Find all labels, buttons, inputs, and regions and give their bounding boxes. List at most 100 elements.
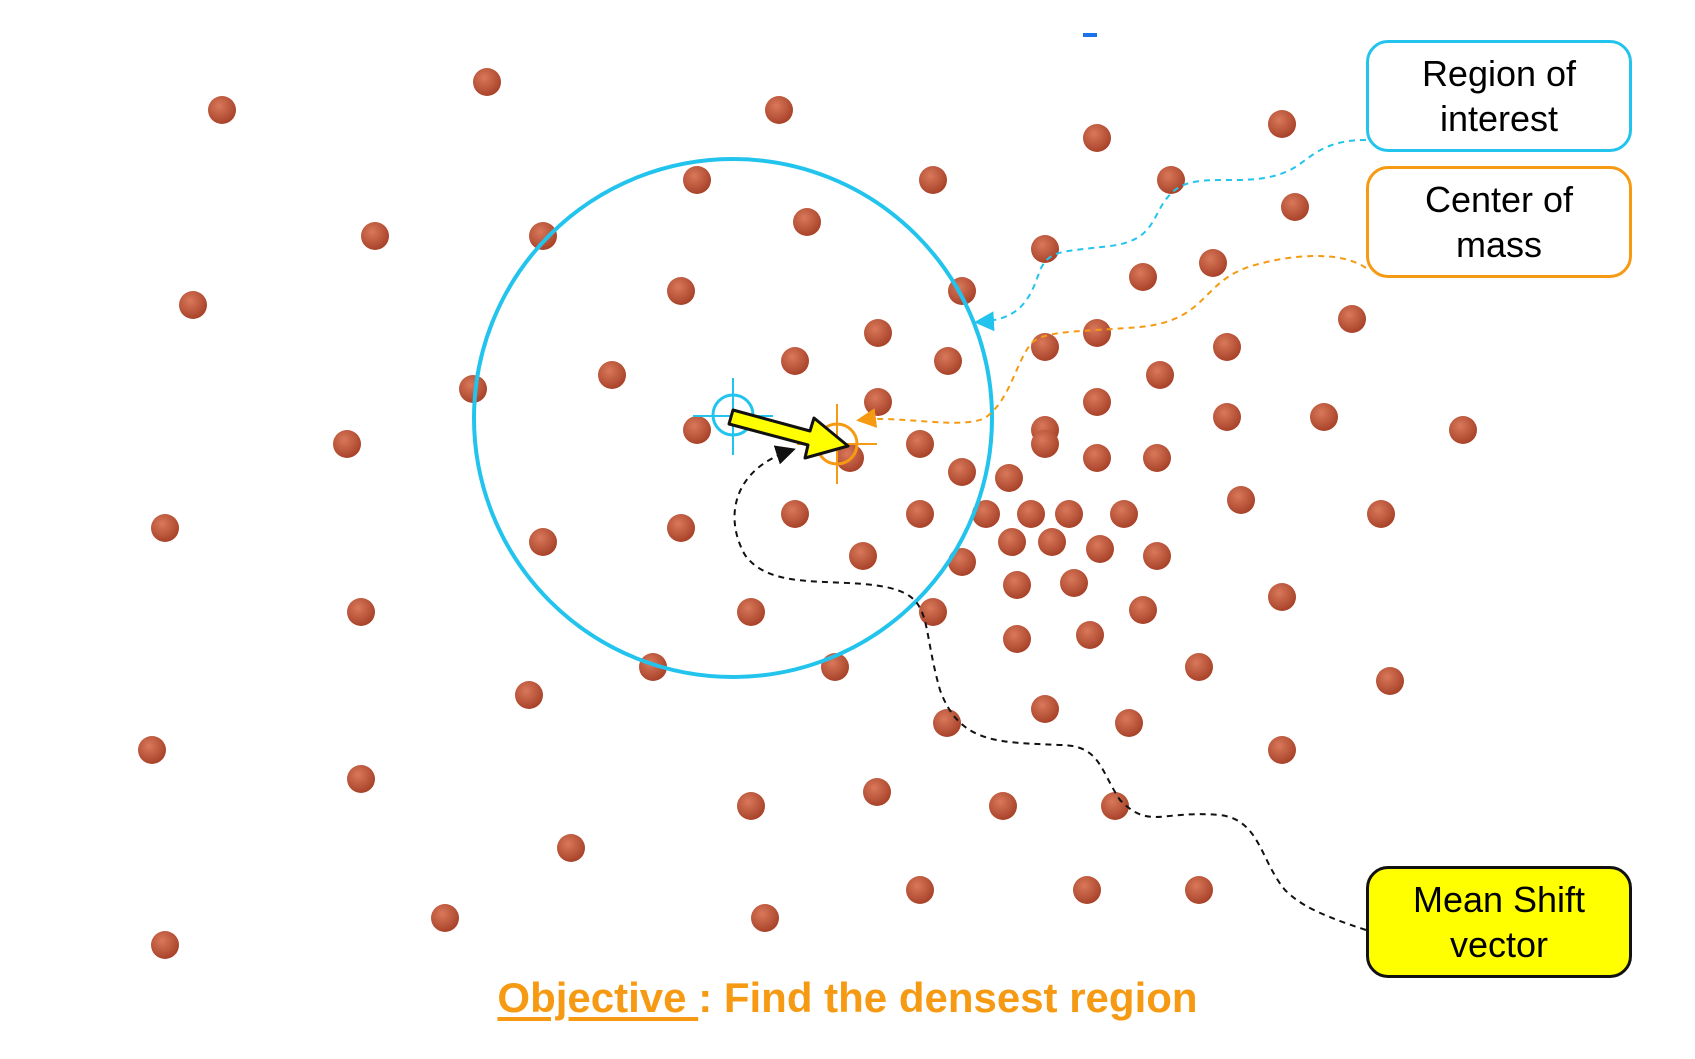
data-point [431, 904, 459, 932]
data-point [1199, 249, 1227, 277]
data-point [667, 277, 695, 305]
data-point [1367, 500, 1395, 528]
data-point [529, 222, 557, 250]
data-point [1110, 500, 1138, 528]
data-point [1055, 500, 1083, 528]
region-of-interest-label: Region of interest [1366, 40, 1632, 152]
data-point [557, 834, 585, 862]
roi-connector-line [974, 139, 1367, 332]
data-point [1157, 166, 1185, 194]
data-point [333, 430, 361, 458]
data-point [864, 388, 892, 416]
region-of-interest-circle [472, 157, 994, 679]
data-point [598, 361, 626, 389]
data-point [1017, 500, 1045, 528]
data-point [737, 598, 765, 626]
data-point [989, 792, 1017, 820]
data-point [919, 166, 947, 194]
data-point [1281, 193, 1309, 221]
data-point [347, 598, 375, 626]
data-point [1031, 235, 1059, 263]
data-point [906, 500, 934, 528]
data-point [1227, 486, 1255, 514]
data-point [473, 68, 501, 96]
data-point [1449, 416, 1477, 444]
data-point [1031, 333, 1059, 361]
center-of-mass-label: Center of mass [1366, 166, 1632, 278]
objective-text: : Find the densest region [698, 974, 1198, 1021]
data-point [793, 208, 821, 236]
data-point [1101, 792, 1129, 820]
data-point [737, 792, 765, 820]
data-point [1115, 709, 1143, 737]
mean-shift-connector-line [733, 445, 1367, 931]
data-point [1310, 403, 1338, 431]
data-point [1083, 444, 1111, 472]
data-point [1143, 444, 1171, 472]
data-point [529, 528, 557, 556]
data-point [906, 430, 934, 458]
data-point [751, 904, 779, 932]
data-point [995, 464, 1023, 492]
data-point [1003, 571, 1031, 599]
data-point [1031, 430, 1059, 458]
data-point [683, 416, 711, 444]
data-point [1129, 596, 1157, 624]
mean-shift-vector-label: Mean Shift vector [1366, 866, 1632, 978]
data-points [138, 68, 1477, 959]
center-of-mass-connector-line [856, 255, 1367, 428]
data-point [1376, 667, 1404, 695]
data-point [1268, 583, 1296, 611]
data-point [1213, 333, 1241, 361]
data-point [1083, 388, 1111, 416]
top-dash-mark [1083, 33, 1097, 37]
data-point [1268, 736, 1296, 764]
data-point [781, 347, 809, 375]
data-point [1129, 263, 1157, 291]
data-point [361, 222, 389, 250]
data-point [781, 500, 809, 528]
data-point [1185, 876, 1213, 904]
data-point [906, 876, 934, 904]
data-point [1083, 124, 1111, 152]
data-point [1086, 535, 1114, 563]
data-point [347, 765, 375, 793]
data-point [1143, 542, 1171, 570]
data-point [919, 598, 947, 626]
data-point [863, 778, 891, 806]
data-point [1060, 569, 1088, 597]
data-point [1003, 625, 1031, 653]
mean-shift-vector-arrow [727, 408, 850, 460]
data-point [849, 542, 877, 570]
data-point [934, 347, 962, 375]
data-point [1083, 319, 1111, 347]
data-point [179, 291, 207, 319]
data-point [864, 319, 892, 347]
data-point [998, 528, 1026, 556]
data-point [972, 500, 1000, 528]
data-point [151, 931, 179, 959]
objective-caption: Objective : Find the densest region [0, 974, 1695, 1022]
data-point [1268, 110, 1296, 138]
data-point [933, 709, 961, 737]
data-point [667, 514, 695, 542]
data-point [683, 166, 711, 194]
data-point [208, 96, 236, 124]
data-point [1076, 621, 1104, 649]
data-point [1073, 876, 1101, 904]
data-point [1213, 403, 1241, 431]
data-point [765, 96, 793, 124]
data-point [1338, 305, 1366, 333]
data-point [151, 514, 179, 542]
data-point [948, 458, 976, 486]
data-point [515, 681, 543, 709]
data-point [1146, 361, 1174, 389]
data-point [1038, 528, 1066, 556]
data-point [138, 736, 166, 764]
objective-word: Objective [497, 974, 699, 1021]
data-point [459, 375, 487, 403]
data-point [1185, 653, 1213, 681]
data-point [1031, 695, 1059, 723]
